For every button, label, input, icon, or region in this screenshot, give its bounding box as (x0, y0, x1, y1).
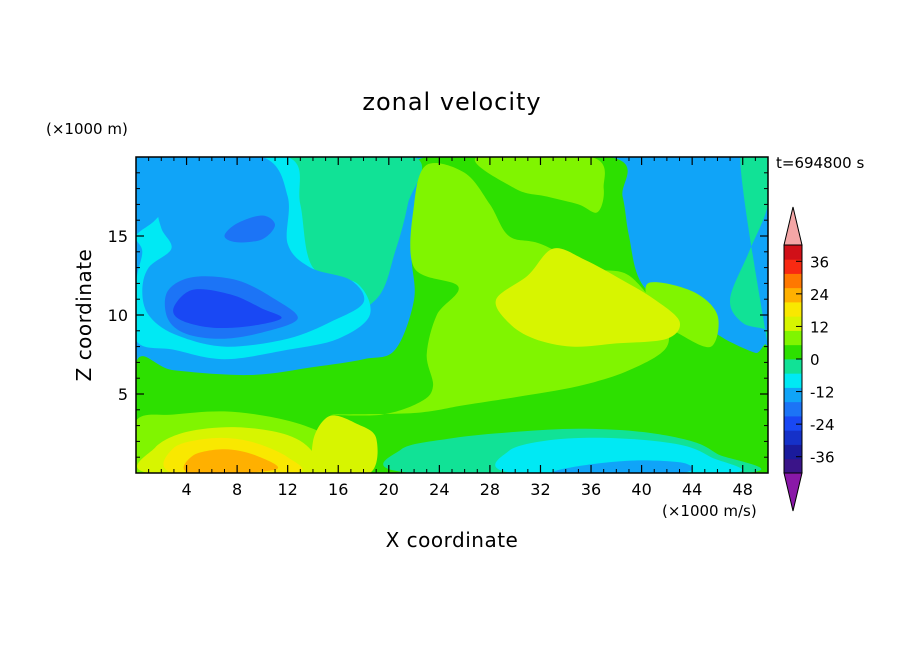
colorbar-band (784, 416, 802, 431)
x-axis-label: X coordinate (385, 528, 519, 552)
colorbar-band (784, 430, 802, 445)
colorbar-tick-label: 12 (810, 318, 829, 336)
y-tick-label: 10 (108, 306, 128, 325)
x-tick-label: 32 (530, 480, 550, 499)
contour-region (331, 162, 670, 416)
contour-region (173, 289, 282, 329)
colorbar-band (784, 245, 802, 260)
colorbar-band (784, 302, 802, 317)
colorbar-band (784, 259, 802, 274)
contour-region (224, 215, 275, 243)
x-tick-label: 36 (581, 480, 601, 499)
colorbar-band (784, 344, 802, 360)
contour-region (495, 248, 681, 347)
colorbar-band (784, 387, 802, 403)
colorbar-tick-label: -36 (810, 449, 835, 467)
y-tick-label: 5 (118, 385, 128, 404)
colorbar: 36 24 12 0 -12 -24 -36 (783, 206, 835, 512)
x-tick-label: 4 (181, 480, 191, 499)
x-tick-label: 20 (379, 480, 399, 499)
x-tick-label: 8 (232, 480, 242, 499)
contour-region (553, 460, 693, 473)
colorbar-band (784, 330, 802, 346)
colorbar-band (784, 373, 802, 388)
colorbar-tick-label: 0 (810, 351, 820, 369)
colorbar-band (784, 273, 802, 289)
x-tick-label: 44 (682, 480, 702, 499)
colorbar-band (784, 287, 802, 303)
contour-region (645, 282, 719, 348)
y-axis-unit: (×1000 m) (46, 120, 128, 138)
colorbar-band (784, 316, 802, 331)
colorbar-band (784, 458, 802, 474)
colorbar-tick-label: -24 (810, 416, 835, 434)
x-tick-label: 12 (278, 480, 298, 499)
x-tick-label: 40 (631, 480, 651, 499)
x-axis-unit: (×1000 m/s) (662, 502, 757, 520)
contour-region (183, 449, 278, 473)
contour-fill-layer (136, 157, 768, 473)
contour-region (730, 157, 768, 347)
y-tick-label: 15 (108, 227, 128, 246)
colorbar-under-arrow (783, 472, 803, 512)
contour-region (474, 157, 605, 213)
contour-region (311, 415, 378, 473)
colorbar-band (784, 359, 802, 374)
y-axis-label: Z coordinate (72, 248, 96, 382)
x-tick-label: 48 (733, 480, 753, 499)
colorbar-over-arrow (783, 206, 803, 246)
x-tick-label: 24 (429, 480, 449, 499)
colorbar-tick-label: 36 (810, 253, 829, 271)
colorbar-tick-label: -12 (810, 384, 835, 402)
colorbar-band (784, 444, 802, 460)
x-tick-label: 28 (480, 480, 500, 499)
time-annotation: t=694800 s (776, 154, 865, 172)
colorbar-tick-label: 24 (810, 286, 829, 304)
chart-title: zonal velocity (362, 88, 542, 116)
colorbar-band (784, 401, 802, 417)
x-tick-label: 16 (328, 480, 348, 499)
